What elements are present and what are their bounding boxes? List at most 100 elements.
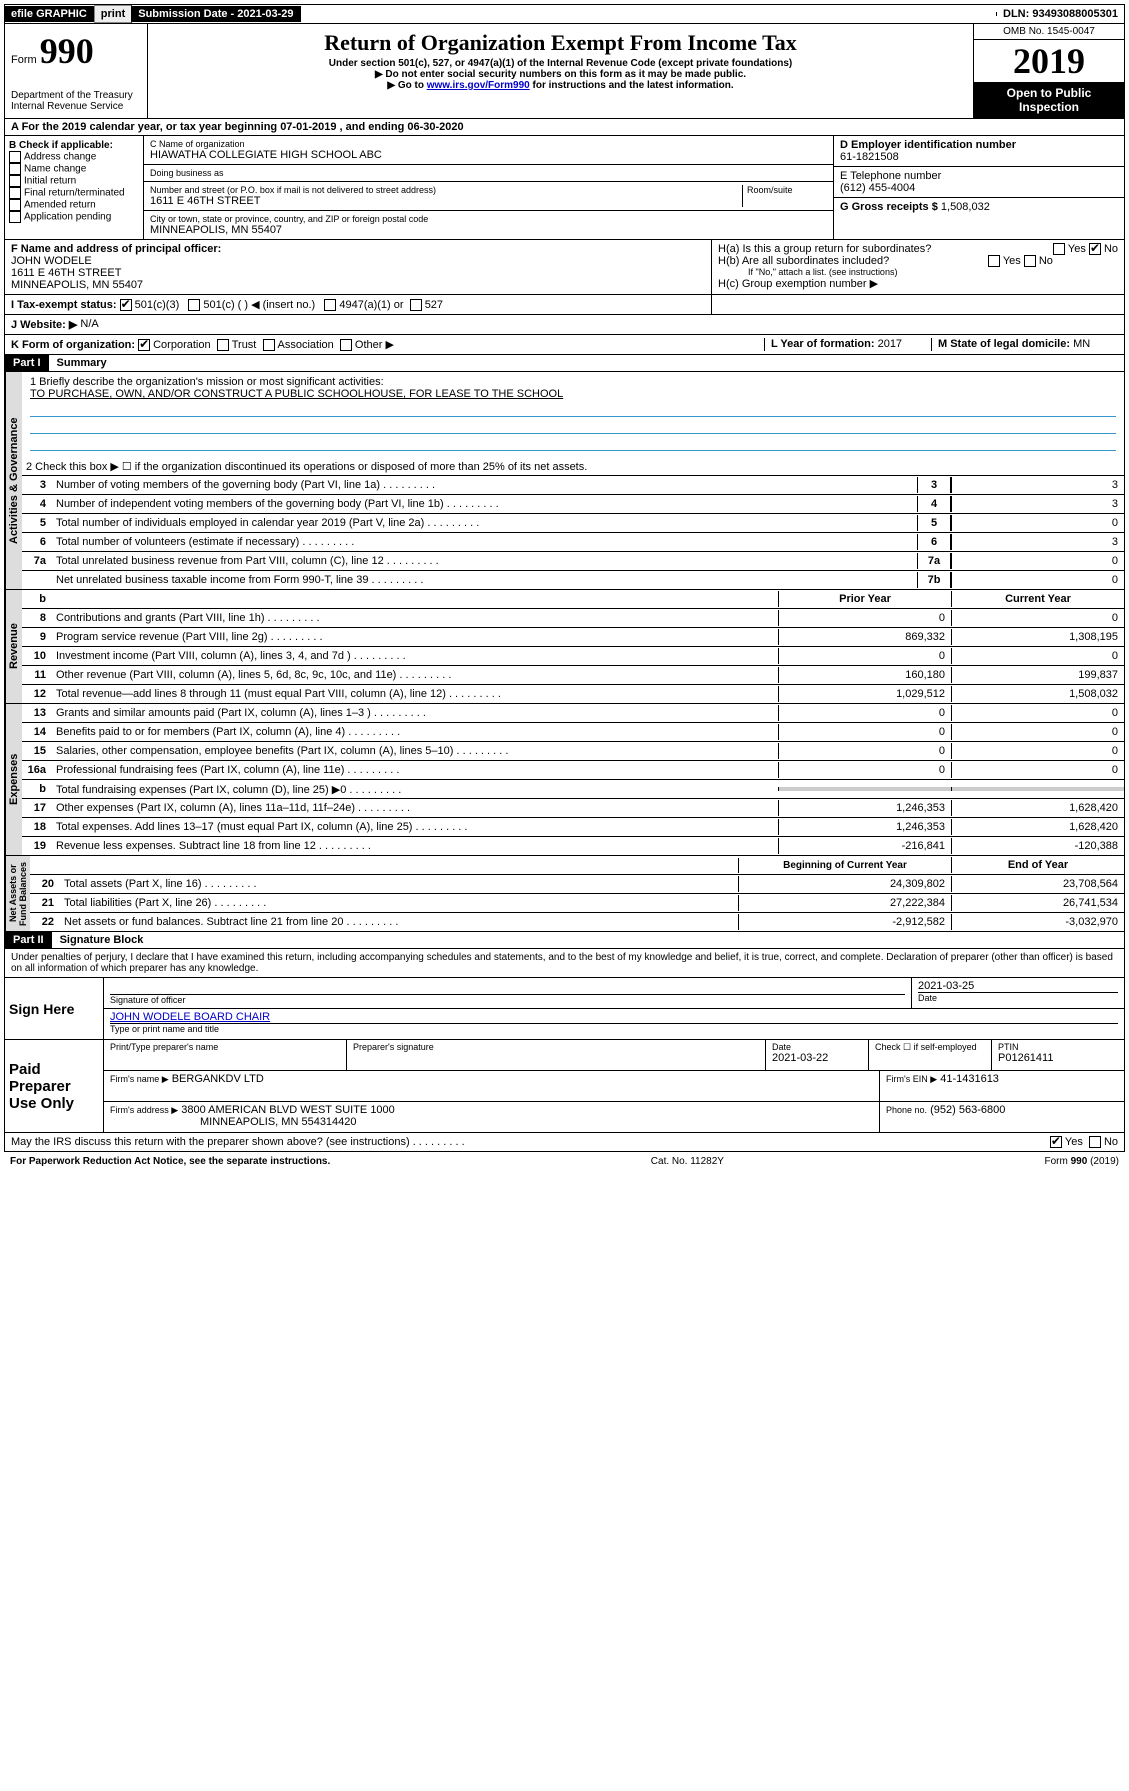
na-head-cy: End of Year: [951, 857, 1124, 873]
discuss-no[interactable]: [1089, 1136, 1101, 1148]
summary-line: 7aTotal unrelated business revenue from …: [22, 552, 1124, 571]
i-501c[interactable]: [188, 299, 200, 311]
row-a-tax-year: A For the 2019 calendar year, or tax yea…: [4, 119, 1125, 136]
k-opt-3: Other ▶: [355, 339, 394, 351]
b-opt-check[interactable]: [9, 211, 21, 223]
footer-right: Form 990 (2019): [1045, 1156, 1119, 1167]
firm-ein: 41-1431613: [940, 1073, 999, 1085]
b-opt-check[interactable]: [9, 199, 21, 211]
efile-btn[interactable]: efile GRAPHIC: [5, 6, 94, 22]
ag-body: 1 Briefly describe the organization's mi…: [22, 372, 1124, 589]
k-opt-2: Association: [278, 339, 334, 351]
part2-tag: Part II: [5, 932, 52, 948]
summary-line: 8Contributions and grants (Part VIII, li…: [22, 609, 1124, 628]
summary-line: 16aProfessional fundraising fees (Part I…: [22, 761, 1124, 780]
room-label: Room/suite: [747, 185, 827, 195]
ein-cell: D Employer identification number 61-1821…: [834, 136, 1124, 167]
i-opt-3: 527: [425, 299, 443, 311]
i-4947[interactable]: [324, 299, 336, 311]
efile-topbar: efile GRAPHIC print Submission Date - 20…: [4, 4, 1125, 24]
officer-sig-cell: Signature of officer: [104, 978, 912, 1008]
dept-treasury: Department of the Treasury Internal Reve…: [11, 90, 141, 112]
form-id-block: Form 990 Department of the Treasury Inte…: [5, 24, 148, 118]
i-501c3[interactable]: [120, 299, 132, 311]
ha-no[interactable]: [1089, 243, 1101, 255]
k-corp[interactable]: [138, 339, 150, 351]
tax-year: 2019: [974, 40, 1124, 82]
omb-number: OMB No. 1545-0047: [974, 24, 1124, 40]
prep-sig-cell: Preparer's signature: [347, 1040, 766, 1070]
sign-here-label: Sign Here: [5, 978, 104, 1039]
ha-yes[interactable]: [1053, 243, 1065, 255]
l-value: 2017: [878, 338, 902, 350]
m-value: MN: [1073, 338, 1090, 350]
firm-name: BERGANKDV LTD: [172, 1073, 264, 1085]
form-label: Form: [11, 54, 37, 66]
sig-date-label: Date: [918, 992, 1118, 1003]
ij-block: I Tax-exempt status: 501(c)(3) 501(c) ( …: [4, 295, 1125, 315]
rev-head-blank: [52, 597, 778, 601]
klm-block: K Form of organization: Corporation Trus…: [4, 335, 1125, 355]
part1-subtitle: Summary: [49, 355, 115, 371]
submission-date: Submission Date - 2021-03-29: [132, 6, 300, 22]
firm-addr-lbl: Firm's address ▶: [110, 1105, 178, 1115]
b-opt-check[interactable]: [9, 175, 21, 187]
summary-line: bTotal fundraising expenses (Part IX, co…: [22, 780, 1124, 799]
irs-link[interactable]: www.irs.gov/Form990: [427, 80, 530, 91]
summary-line: 5Total number of individuals employed in…: [22, 514, 1124, 533]
firm-ein-lbl: Firm's EIN ▶: [886, 1074, 937, 1084]
k-label: K Form of organization:: [11, 339, 135, 351]
firm-name-cell: Firm's name ▶ BERGANKDV LTD: [104, 1071, 880, 1101]
rev-head: b Prior Year Current Year: [22, 590, 1124, 609]
phone-label: E Telephone number: [840, 170, 1118, 182]
b-option: Address change: [9, 151, 139, 163]
k-other[interactable]: [340, 339, 352, 351]
subtitle-1: Under section 501(c), 527, or 4947(a)(1)…: [152, 58, 969, 69]
summary-line: 20Total assets (Part X, line 16)24,309,8…: [30, 875, 1124, 894]
officer-name-cell: JOHN WODELE BOARD CHAIR Type or print na…: [104, 1009, 1124, 1039]
dln: DLN: 93493088005301: [997, 6, 1124, 22]
discuss-yesno: Yes No: [968, 1136, 1118, 1148]
summary-line: 6Total number of volunteers (estimate if…: [22, 533, 1124, 552]
b-option: Application pending: [9, 211, 139, 223]
b-option: Initial return: [9, 175, 139, 187]
vlabel-activities: Activities & Governance: [5, 372, 22, 589]
hb-no[interactable]: [1024, 255, 1036, 267]
b-opt-check[interactable]: [9, 187, 21, 199]
k-trust[interactable]: [217, 339, 229, 351]
b-option: Name change: [9, 163, 139, 175]
print-name-label: Type or print name and title: [110, 1023, 1118, 1034]
section-m: M State of legal domicile: MN: [931, 338, 1118, 351]
b-opt-check[interactable]: [9, 151, 21, 163]
section-l: L Year of formation: 2017: [764, 338, 931, 351]
ptin-cell: PTIN P01261411: [992, 1040, 1124, 1070]
k-assoc[interactable]: [263, 339, 275, 351]
b-opt-check[interactable]: [9, 163, 21, 175]
hb-yes[interactable]: [988, 255, 1000, 267]
firm-ein-cell: Firm's EIN ▶ 41-1431613: [880, 1071, 1124, 1101]
city-value: MINNEAPOLIS, MN 55407: [150, 224, 827, 236]
phone-value: (612) 455-4004: [840, 182, 1118, 194]
firm-phone-lbl: Phone no.: [886, 1105, 927, 1115]
section-h: H(a) Is this a group return for subordin…: [712, 240, 1124, 294]
vlabel-revenue: Revenue: [5, 590, 22, 703]
prep-date-cell: Date 2021-03-22: [766, 1040, 869, 1070]
part1-tag: Part I: [5, 355, 49, 371]
discuss-yes[interactable]: [1050, 1136, 1062, 1148]
vlabel-expenses: Expenses: [5, 704, 22, 855]
i-527[interactable]: [410, 299, 422, 311]
summary-line: 10Investment income (Part VIII, column (…: [22, 647, 1124, 666]
sub3-post: for instructions and the latest informat…: [533, 80, 734, 91]
m-label: M State of legal domicile:: [938, 338, 1070, 350]
print-btn[interactable]: print: [94, 5, 132, 23]
paid-preparer-section: Paid Preparer Use Only Print/Type prepar…: [4, 1040, 1125, 1133]
b-label: B Check if applicable:: [9, 140, 139, 151]
firm-name-lbl: Firm's name ▶: [110, 1074, 169, 1084]
gross-value: 1,508,032: [941, 201, 990, 213]
h-a: H(a) Is this a group return for subordin…: [718, 243, 1118, 255]
summary-line: Net unrelated business taxable income fr…: [22, 571, 1124, 589]
prep-name-cell: Print/Type preparer's name: [104, 1040, 347, 1070]
officer-name-link[interactable]: JOHN WODELE BOARD CHAIR: [110, 1011, 270, 1023]
summary-line: 22Net assets or fund balances. Subtract …: [30, 913, 1124, 931]
na-head: Beginning of Current Year End of Year: [30, 856, 1124, 875]
